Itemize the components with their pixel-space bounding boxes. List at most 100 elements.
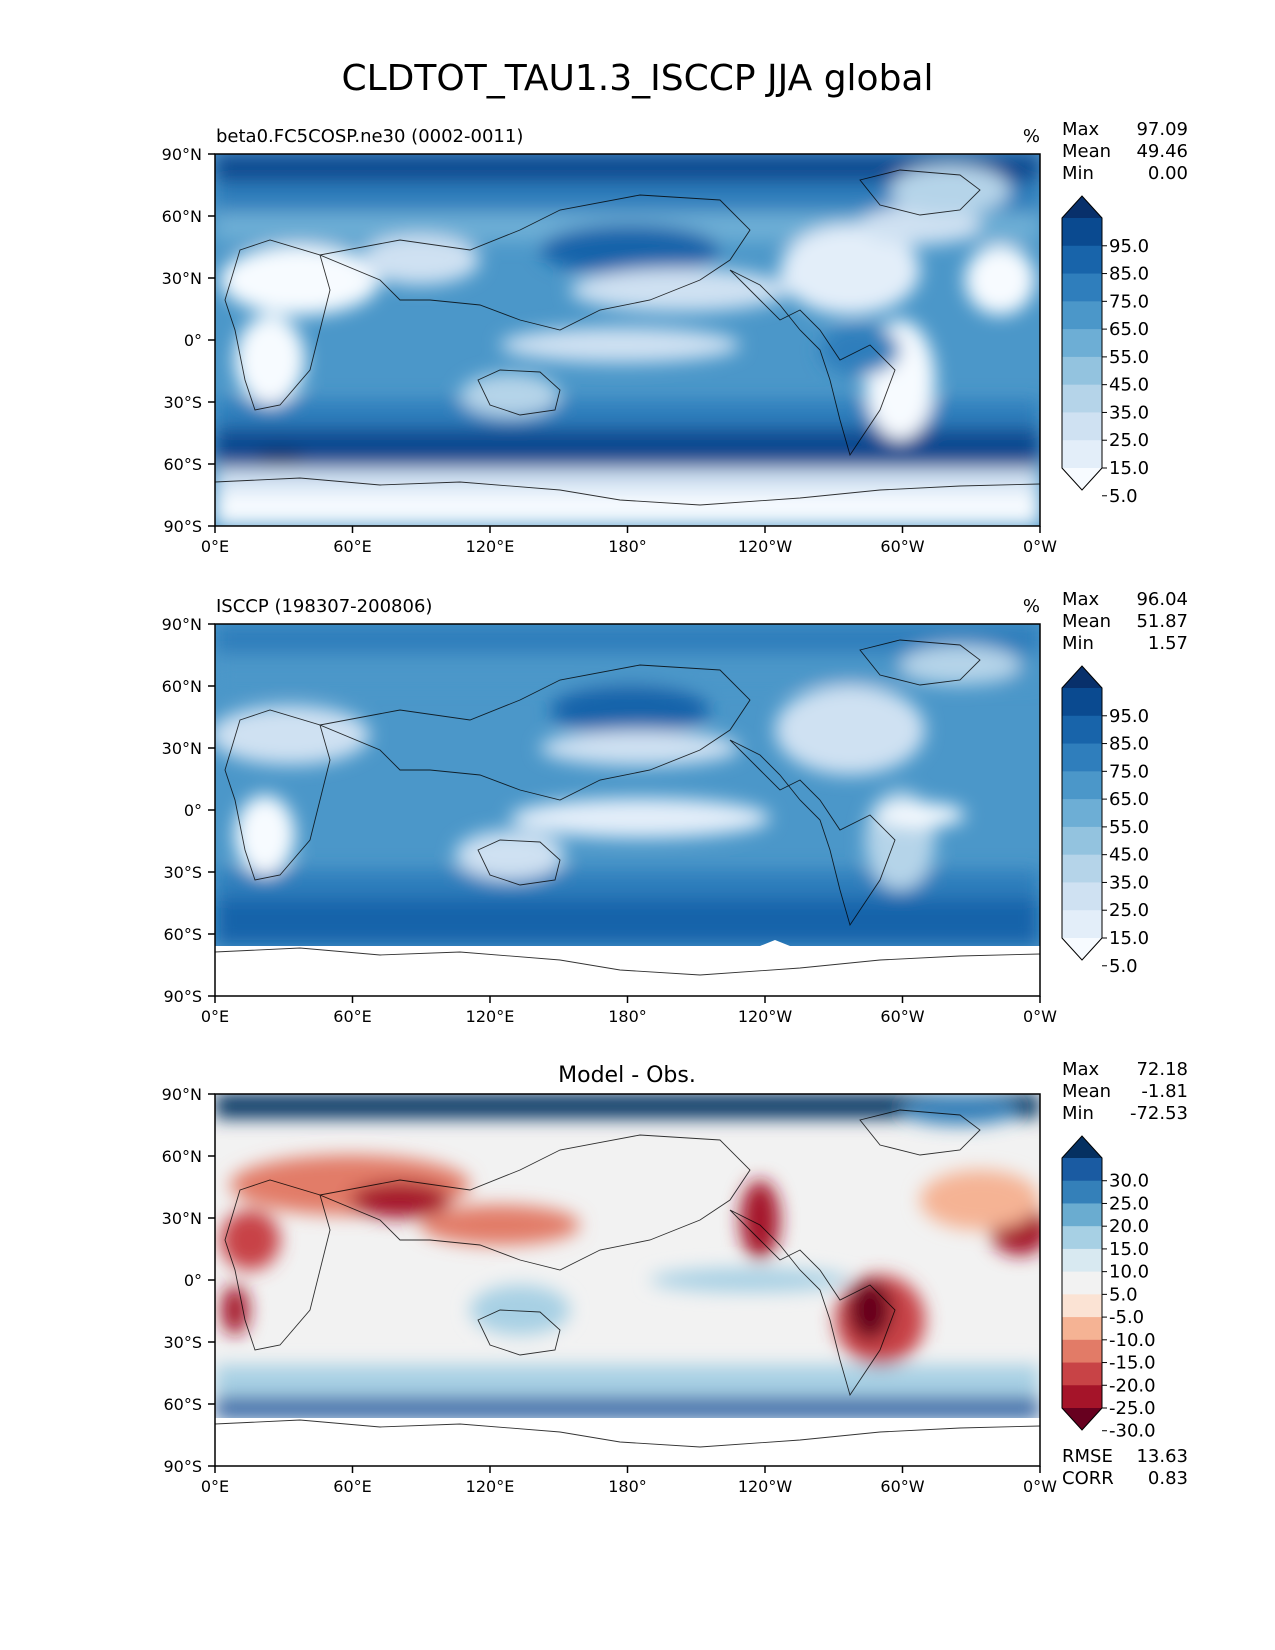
colorbar-tick-label: 35.0: [1109, 402, 1149, 423]
colorbar-tick-label: 85.0: [1109, 734, 1149, 755]
colorbar-tick-label: -25.0: [1109, 1398, 1156, 1419]
colorbar-segment: [1062, 1294, 1102, 1318]
y-tick-label: 30°S: [163, 1333, 202, 1352]
colorbar-segment: [1062, 1339, 1102, 1364]
stat-max-value: 96.04: [1136, 589, 1188, 610]
colorbar-tick-label: 25.0: [1109, 430, 1149, 451]
colorbar-segment: [1062, 356, 1102, 386]
y-tick-label: 90°N: [162, 145, 202, 164]
map-model: [215, 154, 1040, 526]
y-tick-label: 30°N: [162, 1209, 202, 1228]
colorbar-tick-label: 20.0: [1109, 1216, 1149, 1237]
colorbar-tick-label: 55.0: [1109, 817, 1149, 838]
y-axis-diff: 90°N 60°N 30°N 0° 30°S 60°S 90°S: [162, 1085, 215, 1476]
stats-obs: Max 96.04 Mean 51.87 Min 1.57: [1062, 589, 1188, 654]
y-tick-label: 60°N: [162, 677, 202, 696]
stat-min-value: 0.00: [1148, 163, 1188, 184]
x-tick-label: 60°E: [333, 1007, 371, 1026]
colorbar-segment: [1062, 412, 1102, 441]
x-tick-label: 120°E: [466, 1007, 515, 1026]
stat-max-value: 97.09: [1136, 119, 1188, 140]
colorbar-tick-label: 5.0: [1109, 956, 1138, 977]
colorbar-extend-top: [1062, 666, 1102, 688]
figure-title: CLDTOT_TAU1.3_ISCCP JJA global: [341, 58, 934, 99]
stat-max-value: 72.18: [1136, 1059, 1188, 1080]
colorbar-segment: [1062, 910, 1102, 939]
colorbar-segment: [1062, 743, 1102, 772]
colorbar-segment: [1062, 218, 1102, 247]
colorbar-tick-label: 5.0: [1109, 1284, 1138, 1305]
colorbar-tick-label: 10.0: [1109, 1262, 1149, 1283]
x-tick-label: 120°W: [738, 1007, 793, 1026]
stat-mean-label: Mean: [1062, 1081, 1111, 1102]
x-tick-label: 60°E: [333, 1477, 371, 1496]
colorbar-tick-label: 85.0: [1109, 264, 1149, 285]
y-tick-label: 30°N: [162, 739, 202, 758]
colorbar-tick-label: -15.0: [1109, 1353, 1156, 1374]
colorbar-segment: [1062, 301, 1102, 330]
map-obs: [215, 624, 1040, 996]
y-tick-label: 30°N: [162, 269, 202, 288]
y-axis-obs: 90°N 60°N 30°N 0° 30°S 60°S 90°S: [162, 615, 215, 1006]
colorbar-extend-bottom: [1062, 938, 1102, 960]
stat-min-label: Min: [1062, 633, 1094, 654]
y-tick-label: 60°S: [163, 455, 202, 474]
stat-max-label: Max: [1062, 1059, 1100, 1080]
colorbar-tick-label: 95.0: [1109, 706, 1149, 727]
map-diff: [215, 1094, 1040, 1466]
colorbar-tick-label: 15.0: [1109, 458, 1149, 479]
x-tick-label: 0°E: [201, 1007, 229, 1026]
colorbar-segment: [1062, 1248, 1102, 1273]
x-axis-diff: 0°E 60°E 120°E 180° 120°W 60°W 0°W: [201, 1466, 1057, 1496]
y-tick-label: 0°: [184, 1271, 202, 1290]
colorbar-tick-label: 5.0: [1109, 486, 1138, 507]
colorbar-tick-label: -10.0: [1109, 1330, 1156, 1351]
colorbar-segment: [1062, 273, 1102, 302]
stat-mean-value: 51.87: [1136, 611, 1188, 632]
x-tick-label: 0°W: [1023, 537, 1057, 556]
x-tick-label: 120°E: [466, 1477, 515, 1496]
stat-mean-label: Mean: [1062, 611, 1111, 632]
stat-max-label: Max: [1062, 589, 1100, 610]
colorbar-segment: [1062, 329, 1102, 358]
stat-mean-label: Mean: [1062, 141, 1111, 162]
x-tick-label: 60°W: [880, 1007, 924, 1026]
x-tick-label: 120°E: [466, 537, 515, 556]
colorbar-tick-label: 25.0: [1109, 900, 1149, 921]
stat-min-label: Min: [1062, 163, 1094, 184]
y-tick-label: 90°S: [163, 517, 202, 536]
stat-min-value: 1.57: [1148, 633, 1188, 654]
stat-rmse-label: RMSE: [1062, 1446, 1113, 1467]
colorbar-model: 95.0 85.0 75.0 65.0 55.0 45.0 35.0 25.0 15.0 5.0: [1061, 195, 1149, 507]
colorbar-tick-label: 65.0: [1109, 789, 1149, 810]
colorbar-segment: [1062, 440, 1102, 469]
colorbar-tick-label: 25.0: [1109, 1193, 1149, 1214]
stat-min-value: -72.53: [1130, 1103, 1188, 1124]
colorbar-segment: [1062, 1180, 1102, 1204]
colorbar-segment: [1062, 799, 1102, 828]
colorbar-extend-bottom: [1062, 1408, 1102, 1430]
colorbar-tick-label: -20.0: [1109, 1375, 1156, 1396]
colorbar-segment: [1062, 1385, 1102, 1409]
units-obs: %: [1023, 596, 1040, 617]
colorbar-segment: [1062, 384, 1102, 413]
y-axis-model: 90°N 60°N 30°N 0° 30°S 60°S 90°S: [162, 145, 215, 536]
colorbar-tick-label: 75.0: [1109, 291, 1149, 312]
x-tick-label: 60°W: [880, 1477, 924, 1496]
colorbar-segment: [1062, 688, 1102, 717]
colorbar-segment: [1062, 854, 1102, 883]
colorbar-tick-label: 15.0: [1109, 1239, 1149, 1260]
y-tick-label: 60°S: [163, 925, 202, 944]
stat-max-label: Max: [1062, 119, 1100, 140]
x-axis-model: 0°E 60°E 120°E 180° 120°W 60°W 0°W: [201, 526, 1057, 556]
panel-title-diff: Model - Obs.: [558, 1063, 696, 1088]
panel-model: beta0.FC5COSP.ne30 (0002-0011) % Max 97.…: [162, 119, 1188, 556]
colorbar-segment: [1062, 1158, 1102, 1182]
stat-min-label: Min: [1062, 1103, 1094, 1124]
y-tick-label: 90°S: [163, 1457, 202, 1476]
x-tick-label: 0°W: [1023, 1477, 1057, 1496]
panel-title-obs: ISCCP (198307-200806): [216, 596, 432, 617]
colorbar-segment: [1062, 1226, 1102, 1250]
x-tick-label: 180°: [608, 1007, 647, 1026]
y-tick-label: 30°S: [163, 863, 202, 882]
